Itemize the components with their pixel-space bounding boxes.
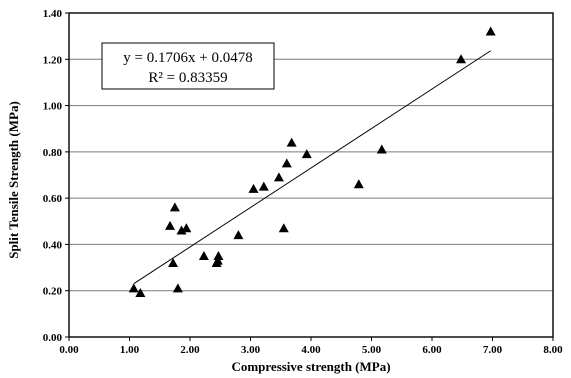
y-tick-label: 1.20 <box>43 54 63 66</box>
y-tick-label: 1.00 <box>43 101 63 113</box>
equation-box: y = 0.1706x + 0.0478 R² = 0.83359 <box>101 42 275 90</box>
data-point <box>198 251 209 260</box>
x-axis-tick-labels: 0.00 1.00 2.00 3.00 4.00 5.00 6.00 7.00 8.00 <box>59 344 563 356</box>
trendline-equation: y = 0.1706x + 0.0478 <box>123 50 252 66</box>
data-point <box>278 223 289 233</box>
data-point <box>273 172 284 182</box>
x-tick-label: 4.00 <box>301 344 321 356</box>
trendline-group <box>133 50 491 285</box>
data-point <box>168 257 179 267</box>
x-tick-label: 6.00 <box>422 344 442 356</box>
y-tick-label: 1.40 <box>43 8 63 20</box>
data-point <box>181 223 192 233</box>
y-tick-label: 0.60 <box>43 193 63 205</box>
data-point <box>376 144 387 154</box>
data-point <box>172 283 183 293</box>
data-point <box>128 283 139 293</box>
y-axis-tick-labels: 0.00 0.20 0.40 0.60 0.80 1.00 1.20 1.40 <box>43 8 63 344</box>
x-tick-label: 5.00 <box>362 344 382 356</box>
data-point <box>176 225 187 235</box>
x-tick-label: 7.00 <box>483 344 503 356</box>
y-tick-label: 0.40 <box>43 239 63 251</box>
y-tick-label: 0.20 <box>43 286 63 298</box>
trendline <box>133 50 491 285</box>
data-point <box>485 26 496 36</box>
data-point <box>301 149 312 159</box>
y-tick-label: 0.00 <box>43 332 63 344</box>
data-point <box>165 220 176 230</box>
x-tick-label: 1.00 <box>120 344 140 356</box>
data-point <box>233 230 244 240</box>
data-points <box>128 26 496 298</box>
y-tick-label: 0.80 <box>43 147 63 159</box>
data-point <box>258 181 269 191</box>
x-axis-title: Compressive strength (MPa) <box>231 359 390 374</box>
equation-box-frame <box>101 42 275 90</box>
gridlines <box>69 58 553 292</box>
r-squared-label: R² = 0.83359 <box>148 70 227 86</box>
data-point <box>353 179 364 189</box>
data-point <box>456 54 467 64</box>
x-tick-label: 2.00 <box>180 344 200 356</box>
data-point <box>248 183 259 193</box>
data-point <box>212 255 223 265</box>
y-axis-title: Split Tensile Strength (MPa) <box>6 101 21 259</box>
x-tick-label: 3.00 <box>241 344 261 356</box>
data-point <box>213 251 224 260</box>
axis-ticks <box>65 12 554 341</box>
x-tick-label: 8.00 <box>543 344 563 356</box>
x-tick-label: 0.00 <box>59 344 79 356</box>
data-point <box>286 137 297 147</box>
data-point <box>281 158 292 168</box>
data-point <box>169 202 180 212</box>
data-point <box>135 288 146 298</box>
